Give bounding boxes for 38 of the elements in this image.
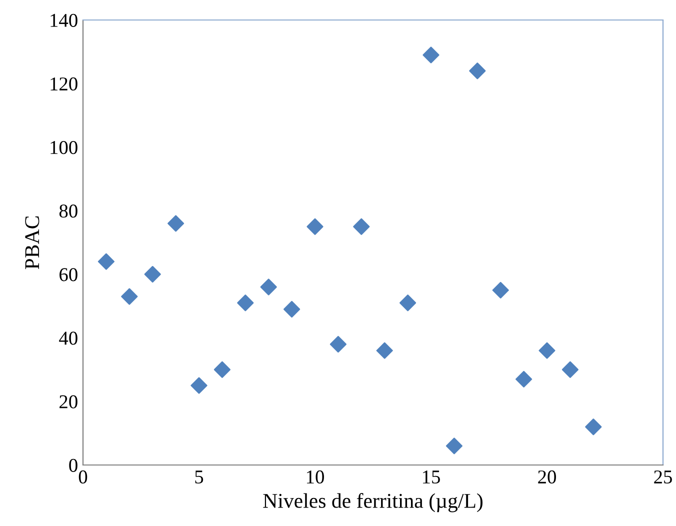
x-tick-label: 25 [654, 470, 672, 484]
point [469, 62, 486, 80]
x-tick-label: 15 [422, 470, 440, 484]
y-tick-label: 60 [60, 268, 78, 282]
y-tick-label: 0 [69, 458, 78, 472]
point [284, 300, 300, 318]
point [121, 288, 138, 305]
point [144, 266, 161, 283]
point [98, 253, 114, 270]
point [353, 218, 370, 235]
point [585, 418, 602, 436]
y-tick-label: 80 [59, 204, 78, 218]
point [260, 278, 277, 296]
y-tick-label: 100 [50, 140, 78, 154]
y-axis-title: PBAC [25, 216, 40, 270]
point [237, 294, 254, 312]
x-tick-label: 20 [538, 470, 556, 484]
y-tick-label: 140 [50, 14, 78, 27]
point [190, 377, 208, 394]
y-tick-label: 120 [50, 77, 78, 91]
point [168, 215, 184, 232]
point [376, 342, 393, 359]
point [214, 361, 230, 378]
point [422, 46, 440, 64]
point [516, 370, 532, 388]
x-tick-label: 5 [195, 470, 204, 484]
x-tick-label: 10 [306, 470, 324, 484]
y-tick-label: 20 [60, 395, 78, 408]
point [330, 336, 346, 353]
point [562, 361, 578, 378]
point [446, 438, 462, 454]
point [492, 282, 509, 298]
point [400, 294, 416, 312]
point [306, 218, 324, 235]
point [538, 342, 556, 359]
x-tick-label: 0 [78, 470, 88, 484]
y-tick-label: 40 [59, 332, 78, 345]
x-axis-title: Niveles de ferritina (µg/L) [263, 493, 482, 512]
